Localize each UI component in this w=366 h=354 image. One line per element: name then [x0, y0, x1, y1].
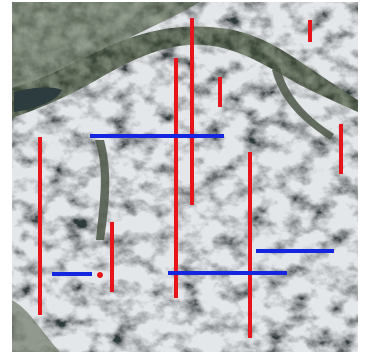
lake: [14, 87, 62, 112]
side-valley: [95, 140, 110, 240]
valley: [12, 26, 358, 118]
red-dot: [97, 272, 103, 278]
lowland: [12, 300, 60, 352]
satellite-image: [12, 2, 358, 352]
survey-lines: [38, 18, 343, 338]
side-valley: [272, 68, 334, 140]
forest-area: [12, 2, 200, 110]
